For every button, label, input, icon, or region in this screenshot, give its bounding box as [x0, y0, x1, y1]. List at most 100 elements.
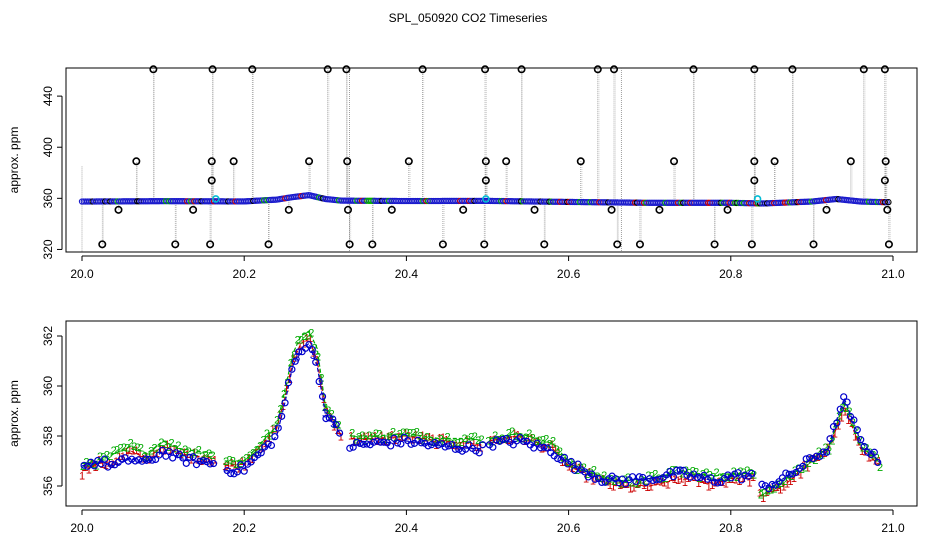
- top-outlier-point: [481, 176, 490, 185]
- top-outlier-point: [635, 240, 644, 249]
- series-2-point: 2: [114, 444, 120, 456]
- series-3-point: [540, 443, 548, 451]
- series-2-point: 2: [509, 426, 515, 438]
- top-outlier-point: [502, 157, 511, 166]
- series-2-point: 2: [298, 335, 304, 347]
- series-3-point: [741, 471, 749, 479]
- series-3-point: [291, 357, 299, 365]
- bottom-y-axis: 356 358 360 362: [41, 326, 63, 496]
- series-3-point: [860, 442, 868, 451]
- series-3-point: [148, 456, 156, 464]
- series-2-point: 2: [203, 450, 209, 462]
- series-3-point: [209, 459, 218, 468]
- series-1-point: 1: [678, 474, 684, 486]
- series-3-point: [598, 478, 606, 487]
- series-1-point: 1: [174, 445, 180, 457]
- series-3-point: [679, 466, 688, 474]
- series-1-point: 1: [770, 483, 776, 495]
- series-3-point: [271, 433, 279, 441]
- series-1-point: 1: [430, 433, 436, 445]
- top-y-axis-label: approx. ppm: [7, 127, 21, 194]
- series-1-point: 1: [225, 460, 231, 472]
- series-3-point: [748, 469, 756, 477]
- series-2-point: 2: [250, 448, 256, 460]
- top-cyan-point: [482, 195, 490, 203]
- series-3-point: [806, 454, 814, 462]
- series-1-point: 1: [450, 440, 456, 452]
- series-2-point: 2: [131, 441, 137, 453]
- series-1-point: 1: [556, 448, 562, 460]
- series-2-point: 2: [424, 431, 430, 443]
- series-2-point: 2: [601, 470, 607, 482]
- top-outlier-point: [822, 205, 831, 214]
- series-2-point: 2: [635, 478, 641, 490]
- series-3-point: [267, 441, 276, 450]
- top-outlier-point: [323, 65, 332, 74]
- series-2-point: 2: [308, 327, 314, 339]
- top-outlier-point: [884, 240, 893, 249]
- series-3-point: [489, 443, 497, 451]
- series-1-point: 1: [862, 446, 868, 458]
- top-outlier-point: [883, 205, 892, 214]
- series-1-point: 1: [535, 436, 541, 448]
- series-1-point: 1: [348, 430, 354, 442]
- top-outlier-point: [345, 240, 354, 249]
- series-3-point: [237, 461, 245, 469]
- series-2-point: 2: [271, 423, 277, 435]
- series-2-point: 2: [707, 470, 713, 482]
- series-3-point: [451, 445, 459, 453]
- series-3-point: [325, 414, 333, 422]
- series-3-point: [707, 474, 715, 482]
- series-3-point: [387, 442, 395, 450]
- series-2-point: 2: [209, 450, 215, 462]
- top-outlier-point: [788, 65, 797, 74]
- bottom-x-tick-label: 20.4: [395, 521, 419, 535]
- top-outlier-point: [540, 240, 549, 249]
- top-outlier-point: [368, 240, 377, 249]
- series-2-point: 2: [240, 455, 246, 467]
- series-2-point: 2: [94, 460, 100, 472]
- series-2-point: 2: [673, 465, 679, 477]
- series-2-point: 2: [233, 459, 239, 471]
- series-3-point: [274, 424, 282, 432]
- series-1-point: 1: [365, 431, 371, 443]
- series-3-point: [833, 419, 841, 427]
- series-3-point: [332, 421, 340, 429]
- series-2-point: 2: [141, 452, 147, 464]
- series-3-point: [305, 341, 313, 349]
- series-1-point: 1: [747, 477, 753, 489]
- series-2-point: 2: [741, 467, 747, 479]
- series-1-point: 1: [103, 460, 109, 472]
- series-1-point: 1: [222, 461, 228, 473]
- series-3-point: [870, 448, 878, 456]
- series-3-point: [247, 458, 255, 466]
- series-3-point: [673, 466, 681, 474]
- series-2-point: 2: [461, 433, 467, 445]
- series-2-point: 2: [100, 452, 106, 464]
- series-1-point: 1: [195, 454, 201, 466]
- series-1-point: 1: [494, 435, 500, 447]
- series-3-point: [802, 455, 810, 463]
- series-1-point: 1: [358, 433, 364, 445]
- series-3-point: [284, 379, 293, 387]
- series-1-point: 1: [597, 473, 603, 485]
- series-2-point: 2: [274, 415, 280, 427]
- series-3-point: [162, 452, 170, 460]
- series-2-point: 2: [547, 439, 553, 451]
- series-3-point: [676, 466, 684, 474]
- series-2-point: 2: [104, 449, 110, 461]
- top-outlier-point: [747, 240, 756, 249]
- series-2-point: 2: [823, 442, 829, 454]
- series-3-point: [758, 480, 766, 488]
- series-3-point: [734, 469, 742, 477]
- series-1-point: 1: [832, 429, 838, 441]
- series-1-point: 1: [86, 465, 92, 477]
- series-1-point: 1: [835, 420, 841, 432]
- series-1-point: 1: [229, 457, 235, 469]
- series-1-point: 1: [181, 447, 187, 459]
- series-2-point: 2: [243, 453, 249, 465]
- series-3-point: [278, 412, 286, 420]
- top-baseline-point: [881, 199, 889, 206]
- series-2-point: 2: [196, 445, 202, 457]
